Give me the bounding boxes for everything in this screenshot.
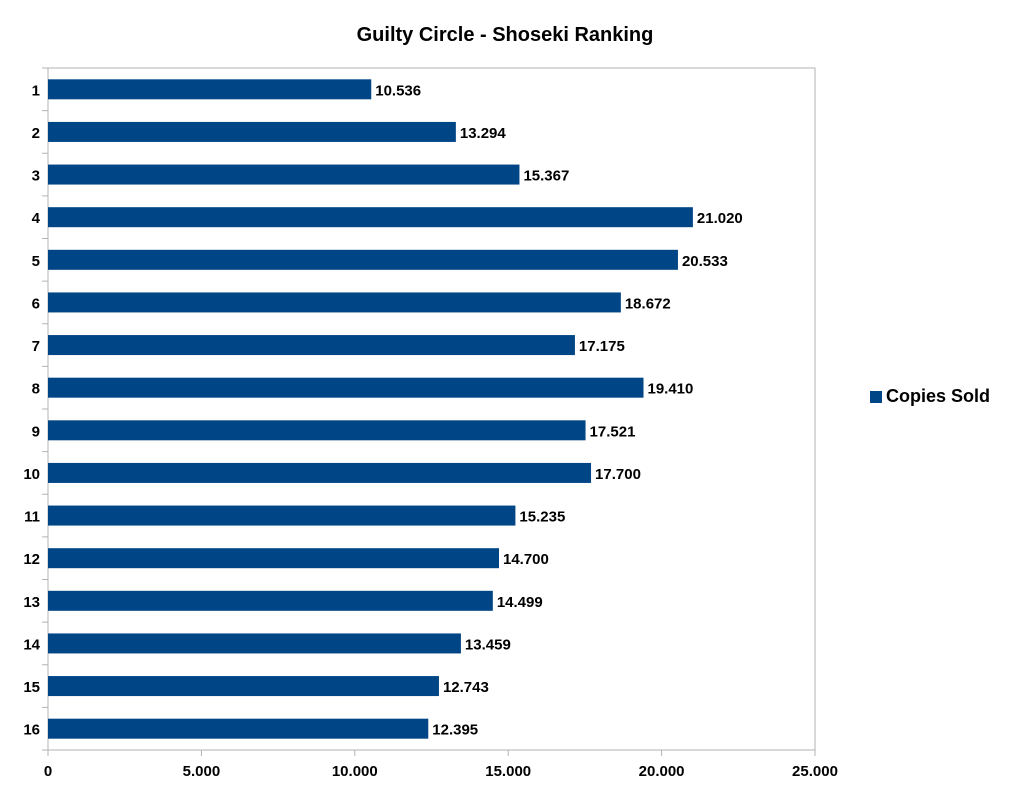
- bar: [48, 420, 586, 441]
- legend-swatch: [870, 390, 882, 403]
- x-tick-label: 10.000: [332, 763, 378, 780]
- category-label: 14: [23, 636, 40, 653]
- data-label: 15.367: [523, 168, 569, 185]
- data-label: 21.020: [697, 210, 743, 227]
- category-label: 9: [32, 423, 40, 440]
- category-label: 3: [32, 168, 40, 185]
- bar: [48, 590, 493, 611]
- bar: [48, 79, 372, 100]
- category-label: 1: [32, 82, 40, 99]
- bar: [48, 676, 439, 697]
- data-label: 17.700: [595, 466, 641, 483]
- category-label: 2: [32, 125, 40, 142]
- category-label: 16: [23, 722, 40, 739]
- category-label: 4: [32, 210, 41, 227]
- data-label: 17.175: [579, 338, 625, 355]
- category-label: 13: [23, 594, 40, 611]
- x-tick-label: 25.000: [792, 763, 838, 780]
- bar: [48, 462, 592, 483]
- data-label: 15.235: [519, 509, 565, 526]
- data-label: 12.743: [443, 679, 489, 696]
- category-label: 8: [32, 381, 40, 398]
- category-label: 7: [32, 338, 40, 355]
- chart-title: Guilty Circle - Shoseki Ranking: [356, 24, 654, 46]
- data-label: 19.410: [647, 381, 693, 398]
- category-label: 11: [24, 509, 40, 526]
- data-label: 18.672: [625, 295, 671, 312]
- data-label: 14.700: [503, 551, 549, 568]
- bar: [48, 249, 678, 270]
- bar: [48, 121, 456, 142]
- bar: [48, 633, 461, 654]
- legend: Copies Sold: [870, 386, 990, 407]
- bar: [48, 505, 516, 526]
- x-tick-label: 20.000: [639, 763, 685, 780]
- x-tick-label: 15.000: [485, 763, 531, 780]
- category-label: 15: [23, 679, 40, 696]
- category-label: 6: [32, 295, 40, 312]
- bar: [48, 207, 693, 228]
- data-label: 17.521: [590, 423, 636, 440]
- data-label: 13.459: [465, 636, 511, 653]
- legend-label: Copies Sold: [886, 386, 991, 406]
- category-label: 10: [23, 466, 40, 483]
- bar: [48, 377, 644, 398]
- category-label: 5: [32, 253, 40, 270]
- bar: [48, 335, 575, 356]
- category-label: 12: [23, 551, 40, 568]
- data-label: 12.395: [432, 722, 478, 739]
- data-label: 10.536: [375, 82, 421, 99]
- data-label: 20.533: [682, 253, 728, 270]
- data-label: 14.499: [497, 594, 543, 611]
- data-label: 13.294: [460, 125, 507, 142]
- x-tick-label: 0: [44, 763, 52, 780]
- bar: [48, 164, 520, 185]
- x-tick-label: 5.000: [183, 763, 221, 780]
- bar: [48, 718, 429, 739]
- bar: [48, 548, 499, 569]
- bar: [48, 292, 621, 313]
